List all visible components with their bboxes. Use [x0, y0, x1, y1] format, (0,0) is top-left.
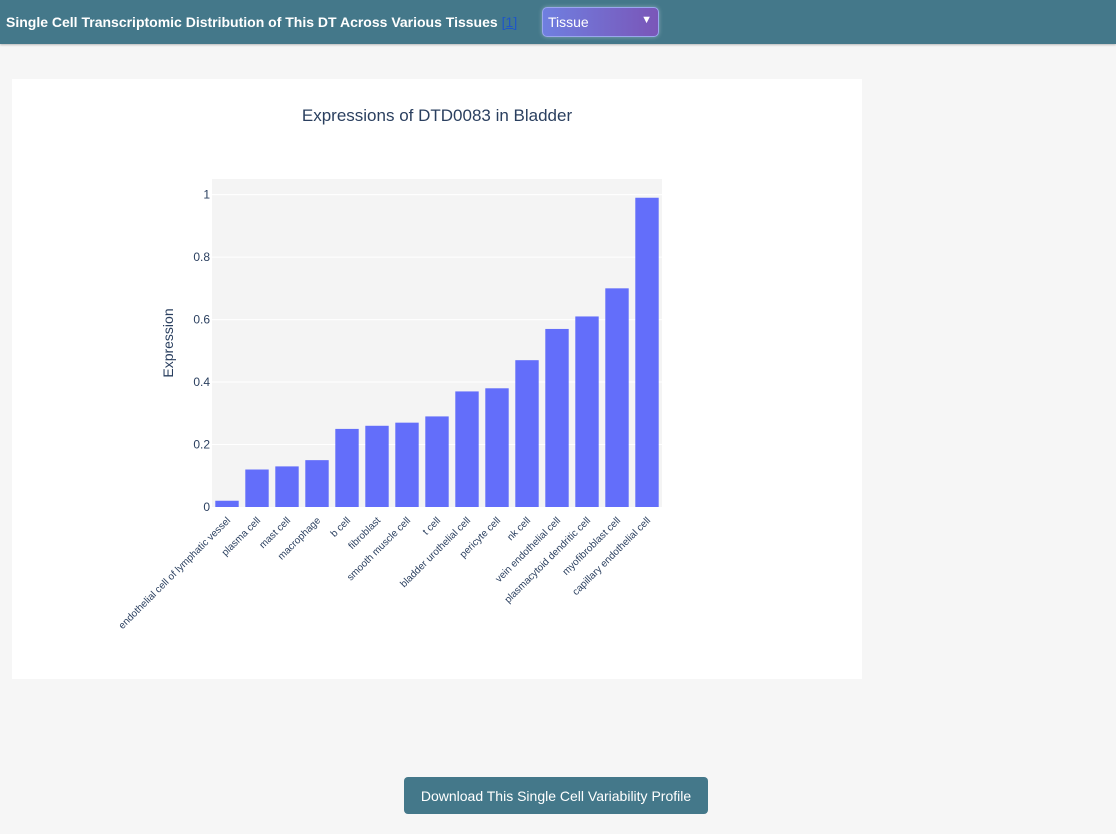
y-tick-labels: 0 0.2 0.4 0.6 0.8 1 [193, 188, 210, 514]
x-tick-label: endothelial cell of lymphatic vessel [117, 515, 233, 631]
bar[interactable] [455, 391, 479, 507]
x-tick-label: t cell [421, 515, 443, 537]
y-tick-label: 0.8 [193, 250, 210, 264]
bar[interactable] [515, 360, 539, 507]
bar[interactable] [575, 316, 599, 507]
y-tick-label: 1 [203, 188, 210, 202]
bars [215, 197, 659, 507]
y-tick-label: 0.2 [193, 438, 210, 452]
y-tick-label: 0.6 [193, 313, 210, 327]
bar[interactable] [365, 425, 389, 507]
bar[interactable] [275, 466, 299, 507]
expression-bar-chart: Expressions of DTD0083 in Bladder 0 0.2 0.… [117, 106, 662, 632]
bar[interactable] [545, 328, 569, 507]
bar[interactable] [245, 469, 269, 507]
header-bar: Single Cell Transcriptomic Distribution … [0, 0, 1116, 44]
y-axis-label: Expression [160, 308, 176, 377]
bar[interactable] [215, 500, 239, 507]
bar[interactable] [605, 288, 629, 507]
page-title-text: Single Cell Transcriptomic Distribution … [6, 14, 498, 30]
download-profile-button[interactable]: Download This Single Cell Variability Pr… [404, 777, 708, 814]
tissue-select-value: Tissue [548, 14, 589, 30]
bar[interactable] [335, 428, 359, 507]
bar[interactable] [305, 460, 329, 507]
page-title: Single Cell Transcriptomic Distribution … [6, 14, 517, 30]
x-tick-label: b cell [329, 515, 353, 539]
chart-card: Expressions of DTD0083 in Bladder 0 0.2 0.… [12, 79, 862, 679]
x-tick-labels: endothelial cell of lymphatic vesselplas… [117, 515, 653, 632]
chevron-down-icon: ▼ [641, 14, 652, 26]
bar[interactable] [485, 388, 509, 507]
reference-link[interactable]: [1] [501, 14, 518, 30]
bar[interactable] [395, 422, 419, 507]
bar[interactable] [635, 197, 659, 507]
y-tick-label: 0.4 [193, 375, 210, 389]
chart-title: Expressions of DTD0083 in Bladder [302, 106, 573, 125]
tissue-select[interactable]: Tissue ▼ [542, 7, 659, 37]
y-tick-label: 0 [203, 500, 210, 514]
x-tick-label: nk cell [505, 515, 533, 543]
bar[interactable] [425, 416, 449, 507]
